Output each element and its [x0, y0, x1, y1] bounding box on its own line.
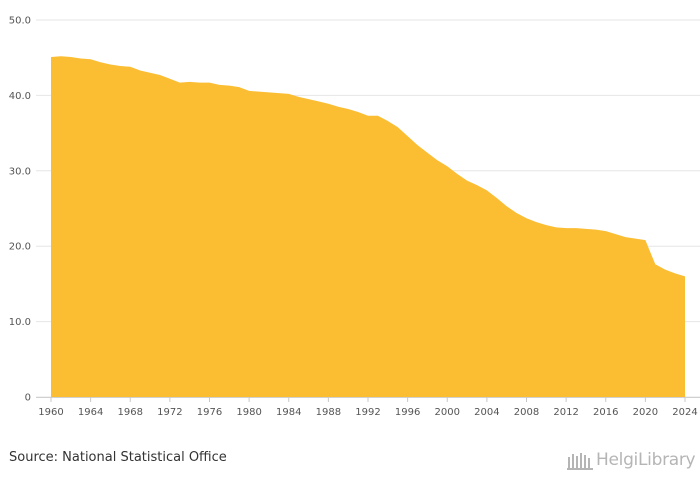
y-tick-label: 20.0: [9, 242, 31, 253]
x-tick-label: 2020: [633, 407, 658, 418]
y-tick-label: 50.0: [9, 16, 31, 27]
x-tick-label: 2016: [593, 407, 618, 418]
x-tick-label: 2000: [435, 407, 460, 418]
x-tick-label: 2008: [514, 407, 539, 418]
x-tick-label: 1960: [38, 407, 63, 418]
x-tick-label: 1980: [236, 407, 261, 418]
x-tick-label: 2004: [474, 407, 499, 418]
x-tick-label: 1984: [276, 407, 301, 418]
y-tick-label: 30.0: [9, 166, 31, 177]
x-tick-label: 1964: [78, 407, 103, 418]
y-tick-label: 10.0: [9, 317, 31, 328]
x-tick-label: 2024: [672, 407, 697, 418]
x-axis: 1960 1964 1968 1972 1976 1980 1984 1988 1992 1996…: [36, 397, 700, 418]
x-tick-label: 1968: [118, 407, 143, 418]
source-note: Source: National Statistical Office: [9, 450, 227, 465]
logo-text: HelgiLibrary: [596, 450, 696, 470]
x-tick-label: 1972: [157, 407, 182, 418]
library-building-icon: [567, 453, 593, 470]
y-axis: 0 10.0 20.0 30.0 40.0 50.0: [9, 16, 31, 404]
x-tick-label: 1996: [395, 407, 420, 418]
x-tick-label: 1992: [355, 407, 380, 418]
y-tick-label: 0: [25, 393, 31, 404]
area-series: [51, 56, 685, 397]
x-tick-label: 1976: [197, 407, 222, 418]
x-tick-label: 2012: [553, 407, 578, 418]
x-tick-label: 1988: [316, 407, 341, 418]
y-tick-label: 40.0: [9, 91, 31, 102]
helgi-library-logo: HelgiLibrary: [567, 447, 696, 473]
area-chart: 1960 1964 1968 1972 1976 1980 1984 1988 1992 1996…: [9, 16, 700, 418]
